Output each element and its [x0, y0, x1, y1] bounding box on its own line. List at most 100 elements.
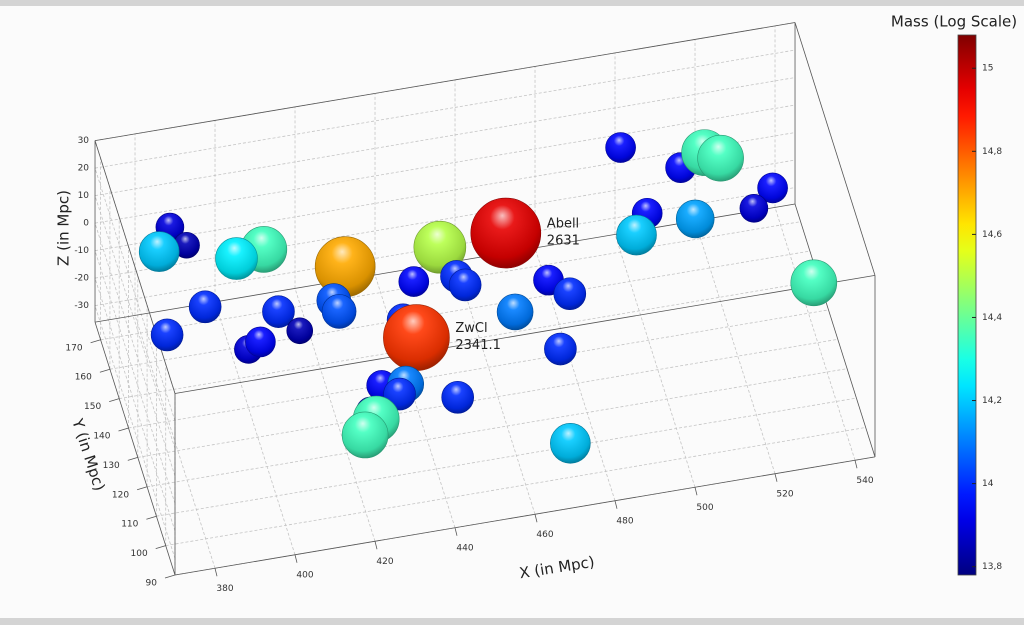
grid-line	[109, 250, 810, 370]
cluster-sphere	[286, 317, 314, 345]
grid-line	[94, 305, 176, 559]
x-tick-label: 400	[296, 570, 313, 580]
cluster-sphere	[496, 293, 534, 331]
box-edge	[174, 456, 876, 576]
y-tick-label: 160	[75, 373, 92, 383]
x-tick	[374, 541, 378, 550]
y-tick	[118, 427, 129, 432]
cluster-sphere	[188, 290, 222, 324]
y-tick	[164, 574, 176, 579]
grid-line	[137, 338, 838, 458]
z-tick-label: -10	[74, 246, 89, 256]
colorbar-tick-label: 14,8	[982, 147, 1002, 157]
cluster-sphere	[616, 214, 657, 256]
x-tick	[854, 460, 858, 469]
z-axis-label: Z (in Mpc)	[55, 190, 73, 266]
x-tick	[454, 527, 458, 536]
x-tick	[614, 500, 618, 509]
box-edge	[174, 274, 876, 394]
grid-line	[94, 168, 176, 422]
grid-line	[94, 250, 176, 504]
cluster-sphere	[245, 326, 276, 358]
x-tick-label: 420	[376, 557, 393, 567]
x-tick-label: 480	[616, 516, 633, 526]
colorbar-tick-label: 14,6	[982, 230, 1002, 240]
y-tick-label: 170	[65, 343, 82, 353]
box-edge	[94, 140, 176, 394]
y-tick-label: 150	[84, 402, 101, 412]
cluster-sphere	[413, 220, 467, 274]
grid-line	[94, 223, 176, 477]
x-tick-label: 540	[856, 476, 873, 486]
cluster-sphere	[739, 193, 769, 223]
cluster-label: 2631	[547, 234, 580, 249]
colorbar-tick-label: 13,8	[982, 562, 1002, 572]
grid-line	[100, 221, 801, 341]
y-tick-label: 120	[112, 490, 129, 500]
cluster-sphere	[138, 231, 180, 272]
y-tick-label: 140	[93, 432, 110, 442]
cluster-sphere	[398, 266, 430, 297]
box-edge	[794, 203, 876, 457]
z-tick-label: -20	[74, 274, 89, 284]
x-tick-label: 460	[536, 530, 553, 540]
grid-line	[454, 261, 536, 515]
y-tick	[90, 339, 101, 344]
grid-line	[774, 207, 856, 461]
y-tick	[155, 545, 166, 549]
y-tick-label: 130	[103, 461, 120, 471]
grid-line	[156, 397, 857, 517]
grid-line	[128, 309, 829, 429]
grid-line	[94, 195, 176, 449]
cluster-sphere	[675, 199, 715, 239]
colorbar-title: Mass (Log Scale)	[891, 13, 1017, 31]
z-tick-label: 10	[78, 191, 90, 201]
cluster-sphere	[553, 277, 587, 311]
y-tick	[99, 368, 111, 373]
grid-line	[94, 104, 796, 224]
colorbar-tick-label: 14,2	[982, 396, 1002, 406]
grid-line	[147, 368, 848, 488]
cluster-sphere	[215, 237, 258, 280]
box-edge	[94, 322, 176, 576]
y-tick-label: 100	[131, 549, 148, 559]
grid-line	[119, 280, 820, 399]
y-tick	[127, 457, 138, 461]
cluster-sphere	[383, 304, 450, 371]
colorbar-tick-label: 14	[982, 479, 994, 489]
grid-line	[94, 77, 796, 197]
box-edge	[94, 22, 796, 142]
z-tick-label: 30	[78, 136, 90, 146]
cluster-sphere	[321, 294, 357, 329]
x-tick	[534, 514, 538, 523]
grid-line	[165, 427, 866, 546]
cluster-sphere	[150, 318, 184, 352]
x-tick	[694, 487, 698, 496]
cluster-sphere	[470, 197, 542, 269]
cluster-sphere	[697, 134, 744, 182]
z-tick-label: 0	[83, 219, 89, 229]
y-tick	[109, 398, 120, 402]
x-tick	[774, 473, 778, 482]
grid-line	[94, 49, 796, 169]
cluster-sphere	[605, 132, 636, 163]
grid-line	[94, 132, 796, 252]
colorbar-tick-label: 14,4	[982, 313, 1002, 323]
cluster-sphere	[441, 381, 475, 414]
grid-line	[614, 234, 696, 488]
z-tick-label: -30	[74, 301, 89, 311]
x-tick	[214, 568, 218, 577]
cluster-sphere	[544, 332, 577, 366]
cluster-sphere	[448, 268, 482, 302]
colorbar	[957, 34, 977, 576]
cluster-sphere	[262, 295, 295, 328]
cluster-sphere	[341, 411, 389, 459]
box-edge	[794, 22, 876, 276]
x-tick-label: 500	[696, 503, 713, 513]
grid-line	[694, 220, 776, 474]
y-tick-label: 110	[121, 520, 138, 530]
x-tick-label: 440	[456, 543, 473, 553]
x-tick-label: 380	[216, 584, 233, 594]
